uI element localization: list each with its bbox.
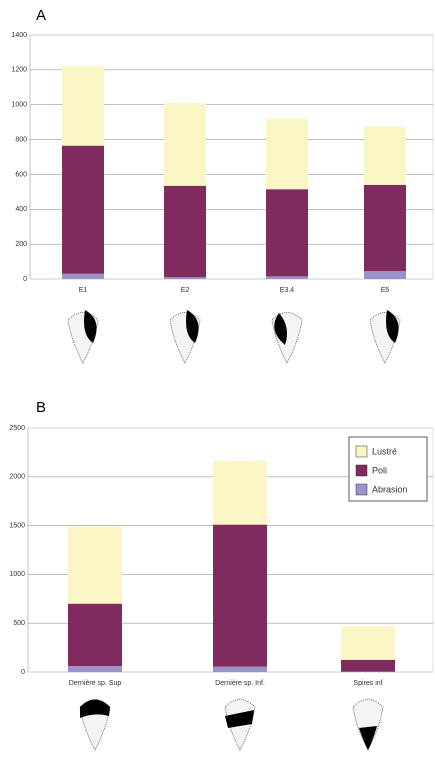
legend-swatch <box>356 484 367 495</box>
bar-segment <box>364 271 406 279</box>
bar-segment <box>213 525 267 667</box>
panel-label: B <box>36 399 46 416</box>
bar-segment <box>213 667 267 672</box>
bar-segment <box>364 185 406 271</box>
bar-segment <box>164 186 206 278</box>
bar-segment <box>68 527 122 604</box>
bar-segment <box>266 189 308 276</box>
bar-segment <box>68 604 122 666</box>
legend-swatch <box>356 465 367 476</box>
y-tick-label: 0 <box>23 276 27 283</box>
y-tick-label: 1200 <box>11 67 27 74</box>
bar-segment <box>266 276 308 279</box>
bar-segment <box>213 461 267 525</box>
legend-label: Poli <box>372 465 387 475</box>
y-tick-label: 1000 <box>9 571 25 578</box>
y-tick-label: 1000 <box>11 102 27 109</box>
y-tick-label: 200 <box>15 241 27 248</box>
legend-swatch <box>356 446 367 457</box>
legend-label: Abrasion <box>372 484 408 494</box>
bar-segment <box>68 666 122 672</box>
bar-segment <box>164 103 206 186</box>
x-tick-label: Spires inf <box>353 680 382 687</box>
y-tick-label: 600 <box>15 171 27 178</box>
x-tick-label: E1 <box>79 287 88 294</box>
bar-segment <box>364 127 406 185</box>
bar-segment <box>62 146 104 274</box>
x-tick-label: Dernière sp. Sup <box>69 680 122 687</box>
y-tick-label: 500 <box>13 620 25 627</box>
bar-segment <box>62 274 104 279</box>
bar-segment <box>164 277 206 279</box>
bar-segment <box>266 119 308 190</box>
y-tick-label: 2500 <box>9 425 25 432</box>
bar-segment <box>341 626 395 660</box>
x-tick-label: E2 <box>181 287 190 294</box>
x-tick-label: Dernière sp. Inf. <box>215 680 265 687</box>
y-tick-label: 1500 <box>9 522 25 529</box>
y-tick-label: 0 <box>21 669 25 676</box>
x-tick-label: E3.4 <box>280 287 295 294</box>
y-tick-label: 800 <box>15 136 27 143</box>
panel-label: A <box>36 7 46 24</box>
x-tick-label: E5 <box>381 287 390 294</box>
y-tick-label: 400 <box>15 206 27 213</box>
shell-worn-zone <box>359 726 377 750</box>
legend-label: Lustré <box>372 446 397 456</box>
y-tick-label: 2000 <box>9 474 25 481</box>
y-tick-label: 1400 <box>11 32 27 39</box>
bar-segment <box>341 660 395 672</box>
bar-segment <box>62 66 104 145</box>
